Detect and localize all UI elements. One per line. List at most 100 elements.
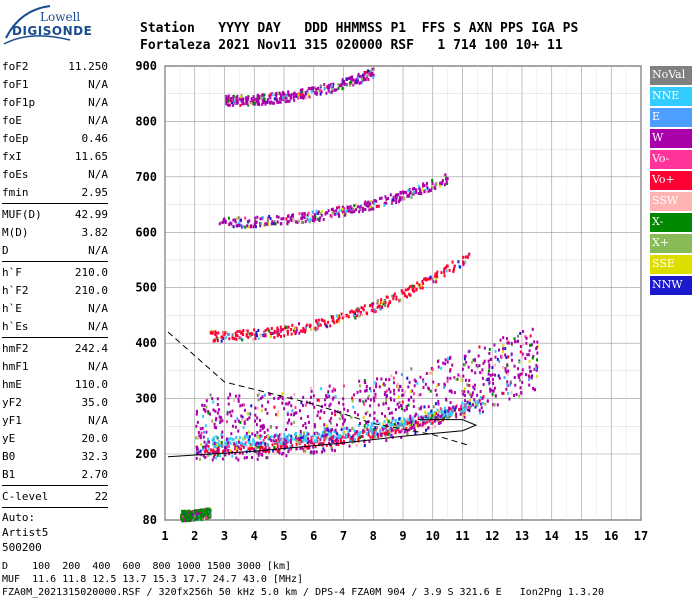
y-tick-label: 200 [135,447,157,461]
echo-point [217,331,220,335]
echo-point [299,446,302,450]
echo-point [300,440,303,444]
echo-point [327,429,330,433]
echo-point [437,399,440,403]
echo-point [349,310,352,314]
echo-point [390,398,393,402]
echo-point [330,208,333,212]
echo-point [489,373,492,377]
echo-point [422,380,425,384]
echo-point [285,94,288,98]
echo-point [261,395,264,399]
echo-point [343,407,346,411]
echo-point [290,413,293,417]
echo-point [289,94,292,98]
echo-point [320,435,323,439]
echo-point [273,336,276,340]
echo-point [462,260,465,264]
echo-point [261,453,264,457]
echo-point [434,278,437,282]
echo-point [493,386,496,390]
echo-point [327,392,330,396]
echo-point [356,205,359,209]
echo-point [444,410,447,414]
auto-label: Auto: [2,511,36,524]
echo-point [466,255,469,259]
echo-point [301,330,304,334]
echo-point [378,422,381,426]
echo-point [237,221,240,225]
echo-point [376,426,379,430]
echo-point [299,436,302,440]
echo-point [446,177,449,181]
echo-point [384,383,387,387]
echo-point [333,429,336,433]
echo-point [409,293,412,297]
echo-point [324,403,327,407]
echo-point [335,437,338,441]
echo-point [459,412,462,416]
param-name: B0 [2,450,16,463]
echo-point [380,305,383,309]
echo-point [463,393,466,397]
echo-point [293,438,296,442]
echo-point [488,347,491,351]
echo-point [494,373,497,377]
echo-point [233,99,236,103]
echo-point [334,388,337,392]
echo-point [342,426,345,430]
echo-point [208,440,211,444]
echo-point [496,403,499,407]
echo-point [261,441,264,445]
echo-point [207,514,210,518]
echo-point [393,292,396,296]
echo-point [358,81,361,85]
echo-point [216,436,219,440]
echo-point [293,433,296,437]
echo-point [453,376,456,380]
echo-point [355,208,358,212]
echo-point [279,325,282,329]
echo-point [307,93,310,97]
echo-point [457,260,460,264]
echo-point [312,89,315,93]
echo-point [290,218,293,222]
echo-point [335,423,338,427]
echo-point [341,414,344,418]
echo-point [199,436,202,440]
echo-point [402,422,405,426]
echo-point [412,399,415,403]
echo-point [397,388,400,392]
echo-point [308,420,311,424]
echo-point [329,402,332,406]
echo-point [382,402,385,406]
echo-point [254,216,257,220]
echo-point [233,337,236,341]
echo-point [363,304,366,308]
legend-item-nnw: NNW [650,276,692,295]
echo-point [307,211,310,215]
echo-point [496,357,499,361]
echo-point [196,451,199,455]
echo-point [232,225,235,229]
echo-point [375,385,378,389]
echo-point [384,378,387,382]
echo-point [502,391,505,395]
echo-point [383,393,386,397]
echo-point [449,376,452,380]
echo-point [302,220,305,224]
echo-point [242,329,245,333]
echo-point [397,382,400,386]
echo-point [354,316,357,320]
echo-point [353,209,356,213]
echo-point [479,390,482,394]
echo-point [443,414,446,418]
echo-point [250,443,253,447]
echo-point [482,395,485,399]
echo-point [462,262,465,266]
echo-point [256,431,259,435]
echo-point [459,265,462,269]
legend-item-vo: Vo+ [650,171,692,190]
echo-point [366,428,369,432]
echo-point [250,97,253,101]
